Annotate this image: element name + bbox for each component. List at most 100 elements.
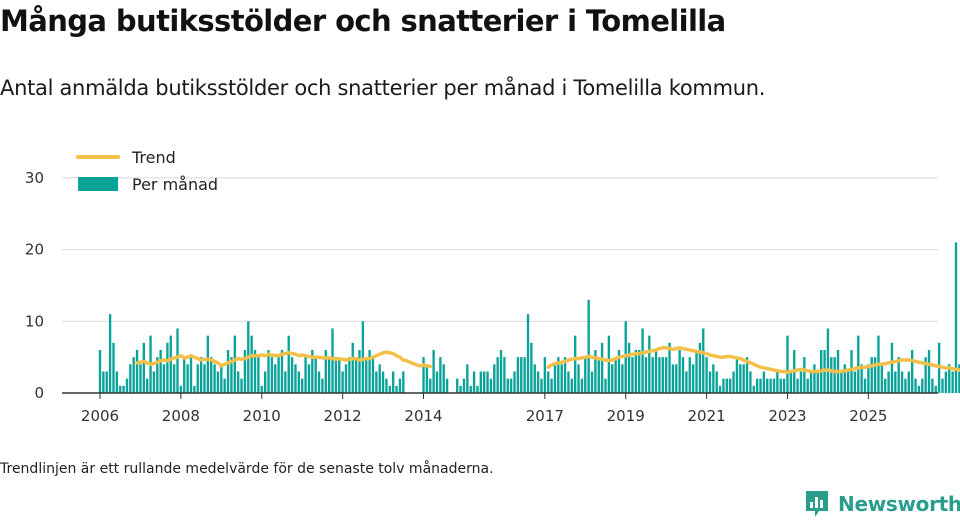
bar-month [183, 357, 186, 393]
bar-month [718, 385, 722, 393]
bar-month [894, 371, 897, 393]
bar-month [445, 378, 449, 393]
bar-month [226, 349, 230, 393]
bar-month [776, 371, 779, 393]
bar-month [762, 371, 766, 393]
bar-month [156, 357, 159, 393]
bar-month [547, 371, 550, 393]
bar-month [934, 385, 937, 393]
x-tick-label: 2017 [526, 407, 564, 425]
bar-month [850, 349, 853, 393]
bar-month [594, 349, 597, 393]
chart-subtitle: Antal anmälda butiksstölder och snatteri… [0, 76, 766, 100]
bar-month [698, 342, 702, 393]
bar-month [749, 371, 752, 393]
bar-month [402, 371, 405, 393]
bar-month [958, 364, 960, 393]
bar-month [611, 364, 614, 393]
bar-month [772, 378, 776, 393]
bar-month [388, 385, 391, 393]
bar-month [199, 357, 203, 393]
bar-month [661, 357, 664, 393]
bar-month [846, 371, 850, 393]
bar-month [614, 357, 617, 393]
bar-month [806, 378, 809, 393]
bar-month [702, 328, 705, 393]
bar-month [533, 364, 536, 393]
bar-month [301, 378, 304, 393]
bar-month [520, 357, 523, 393]
bar-month [573, 335, 577, 393]
bar-month [503, 357, 506, 393]
x-axis: 2006 2008 2010 2012 2014 2017 2019 2021 2023 2025 [62, 392, 938, 425]
bar-month [243, 349, 247, 393]
bar-month [250, 335, 253, 393]
bar-month [816, 371, 819, 393]
bar-month [557, 357, 560, 393]
bar-month [260, 385, 263, 393]
bar-month [840, 371, 843, 393]
x-tick-label: 2006 [81, 407, 119, 425]
bar-month [917, 385, 921, 393]
bar-month [196, 364, 199, 393]
bar-month [135, 349, 139, 393]
bar-month [162, 364, 166, 393]
x-tick-label: 2008 [162, 407, 200, 425]
legend-swatch-per-month [78, 177, 118, 191]
bar-month [705, 357, 708, 393]
bar-month [176, 328, 179, 393]
bar-month [729, 378, 732, 393]
bar-month [216, 371, 220, 393]
bar-month [803, 357, 806, 393]
bar-month [759, 378, 762, 393]
bar-month [294, 364, 297, 393]
bar-month [287, 335, 290, 393]
bar-month [206, 335, 210, 393]
bar-month [378, 364, 381, 393]
bar-month [634, 349, 638, 393]
bar-month [722, 378, 725, 393]
bar-month [769, 378, 772, 393]
bar-month [563, 357, 567, 393]
bar-month [867, 364, 870, 393]
bar-month [641, 328, 644, 393]
bar-month [638, 349, 641, 393]
bar-month [425, 364, 429, 393]
bar-month [870, 357, 873, 393]
x-tick-label: 2021 [688, 407, 726, 425]
bar-month [354, 357, 358, 393]
x-tick-label: 2014 [404, 407, 442, 425]
gridlines [62, 177, 938, 322]
bar-month [341, 371, 344, 393]
bar-month [914, 378, 917, 393]
bar-month [466, 364, 469, 393]
bar-month [752, 385, 755, 393]
bar-month [223, 378, 226, 393]
bar-month [675, 364, 678, 393]
bar-month [358, 349, 361, 393]
newsworthy-logo-icon [806, 491, 828, 517]
bar-month [509, 378, 513, 393]
bar-month [381, 371, 385, 393]
bar-month [102, 371, 105, 393]
bar-month [392, 371, 395, 393]
bar-month [432, 349, 435, 393]
y-tick-label: 10 [25, 312, 44, 330]
bar-month [469, 385, 472, 393]
bar-month [924, 357, 927, 393]
bar-month [799, 371, 803, 393]
bar-month [119, 385, 122, 393]
y-tick-label: 0 [34, 384, 44, 402]
bar-month [873, 357, 877, 393]
bar-month [617, 349, 621, 393]
bar-month [954, 242, 958, 393]
bar-month [351, 342, 354, 393]
bar-month [880, 364, 884, 393]
bar-month [900, 371, 904, 393]
bar-month [910, 349, 914, 393]
bar-month [897, 357, 900, 393]
bar-month [186, 364, 189, 393]
bar-month [193, 385, 196, 393]
bar-month [486, 371, 489, 393]
bar-month [172, 364, 176, 393]
